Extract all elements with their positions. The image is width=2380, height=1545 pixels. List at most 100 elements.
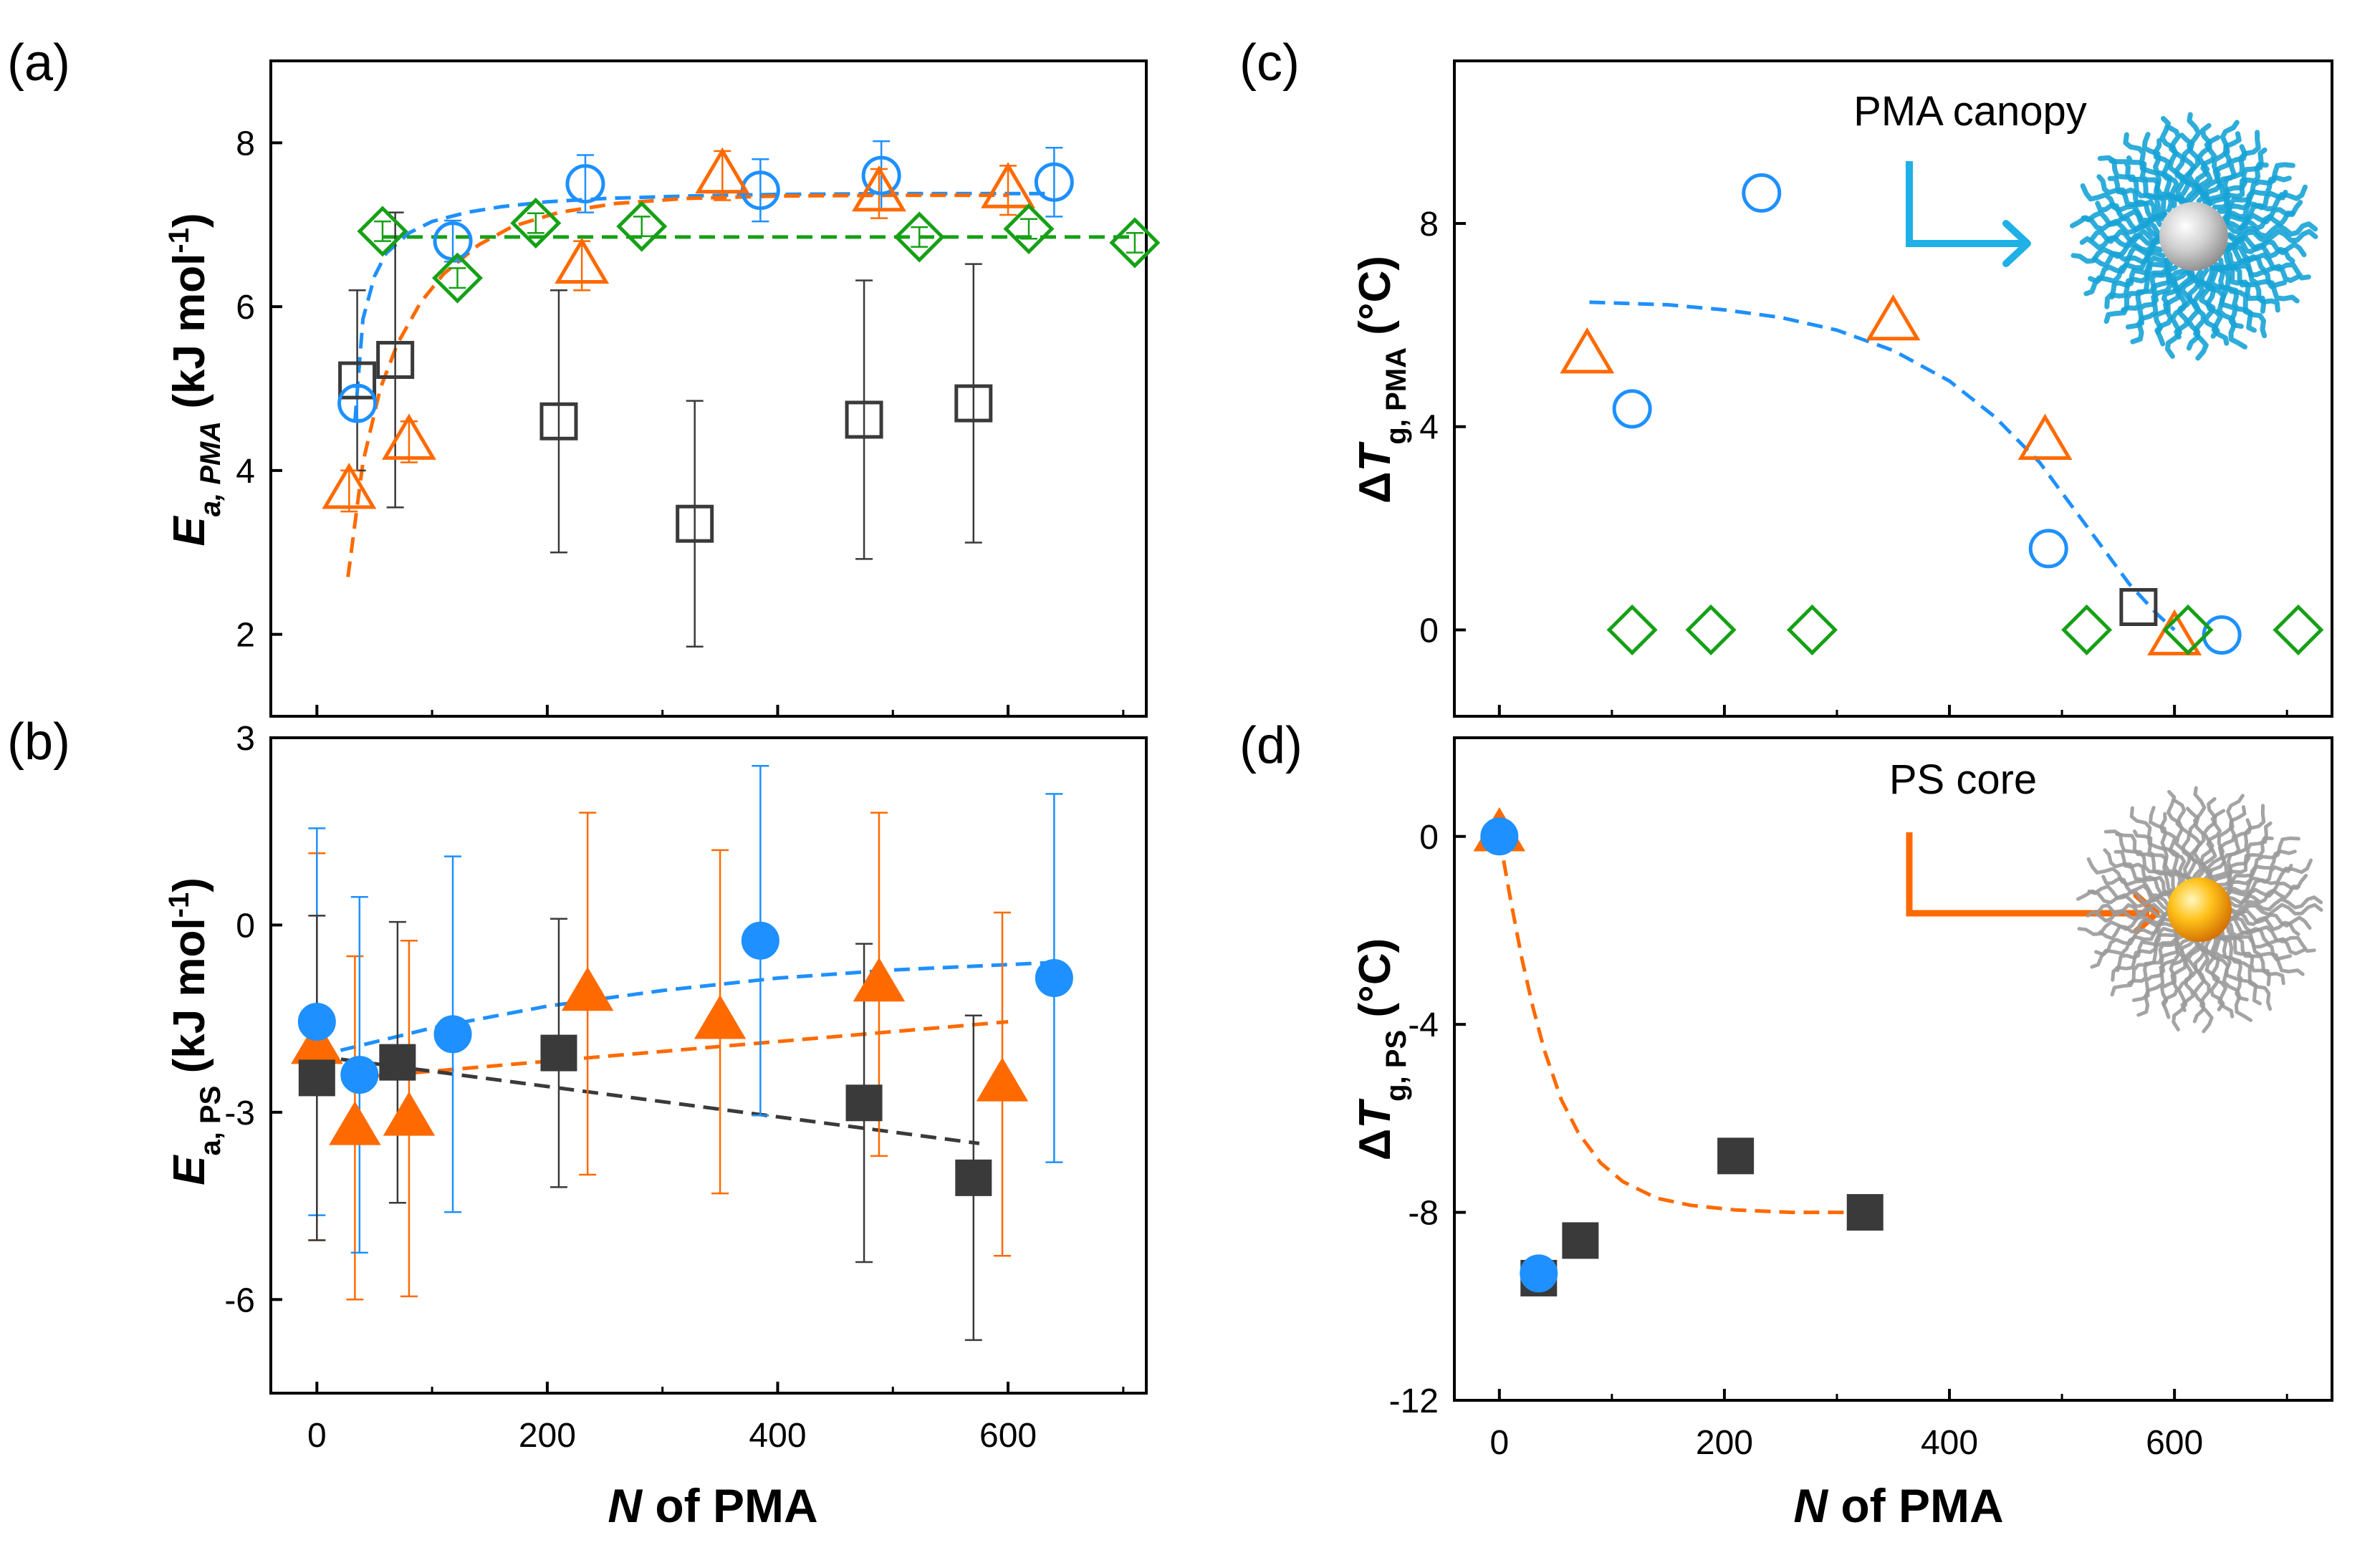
polymer-strand bbox=[2097, 155, 2168, 218]
panel-b-ylabel-sub: a, PS bbox=[195, 1086, 226, 1156]
panel-d-ytick-label: -8 bbox=[1408, 1195, 1439, 1233]
polymer-strand bbox=[2203, 131, 2242, 207]
panel-b-markers bbox=[291, 764, 1073, 1342]
panel-a-point-circle bbox=[1034, 162, 1074, 202]
polymer-strand bbox=[2111, 928, 2179, 982]
polymer-strand bbox=[2202, 120, 2240, 207]
polymer-strand bbox=[2224, 243, 2311, 281]
panel-d-fit-lines bbox=[1497, 836, 1866, 1215]
panel-a-point-triangle bbox=[981, 162, 1036, 208]
panel-a-point-diamond bbox=[616, 201, 668, 252]
polymer-strand bbox=[2225, 849, 2297, 899]
panel-d-xlabel-rest: of PMA bbox=[1828, 1479, 2004, 1532]
polymer-strand bbox=[2194, 269, 2220, 339]
polymer-strand bbox=[2103, 848, 2178, 895]
panel-b-point-square bbox=[955, 1159, 992, 1196]
polymer-strand bbox=[2227, 903, 2323, 917]
panel-c-point-diamond bbox=[1685, 604, 1737, 655]
panel-d-point-circle bbox=[1480, 817, 1519, 856]
panel-a-ytick-label: 6 bbox=[236, 289, 255, 327]
polymer-strand bbox=[2070, 236, 2161, 264]
panel-a-ytick-label: 2 bbox=[236, 617, 255, 655]
panel-b-point-triangle bbox=[383, 1092, 436, 1136]
panel-d-xtick-label: 600 bbox=[2146, 1424, 2203, 1462]
polymer-strand bbox=[2086, 857, 2175, 897]
panel-a-ylabel-rest: (kJ mol bbox=[165, 254, 214, 421]
panel-a-ylabel-sub: a, PMA bbox=[195, 421, 226, 516]
polymer-strand bbox=[2141, 132, 2184, 206]
panel-b-fit-line-orange bbox=[317, 1020, 1009, 1083]
polymer-strand bbox=[2226, 236, 2307, 258]
polymer-strand bbox=[2096, 903, 2172, 917]
panel-a-point-triangle bbox=[322, 463, 377, 509]
panel-a-ylabel-main: E bbox=[165, 516, 214, 547]
polymer-strand bbox=[2107, 175, 2168, 220]
polymer-strand bbox=[2079, 233, 2161, 251]
panel-a-point-triangle bbox=[555, 237, 610, 284]
panel-a-axes: 2 4 6 8 bbox=[236, 59, 1148, 718]
panel-b-ylabel-rest: (kJ mol bbox=[165, 918, 214, 1085]
polymer-strand bbox=[2180, 937, 2201, 1012]
panel-d-xtick-label: 0 bbox=[1489, 1424, 1509, 1462]
panel-c-ylabel-pre: Δ bbox=[1350, 471, 1400, 504]
panel-a-point-square bbox=[338, 361, 377, 400]
panel-b-point-circle bbox=[1035, 959, 1073, 997]
polymer-strand bbox=[2125, 261, 2173, 329]
panel-b-ylabel-sup: -1 bbox=[163, 892, 195, 918]
polymer-strand bbox=[2123, 132, 2177, 209]
polymer-strand bbox=[2199, 937, 2225, 1011]
panel-c-point-diamond bbox=[1606, 604, 1658, 655]
panel-c-ytick-label: 4 bbox=[1419, 409, 1439, 447]
panel-a-point-triangle bbox=[381, 413, 436, 460]
panel-d-x-axis-title: N of PMA bbox=[1793, 1479, 2003, 1532]
panel-a-markers bbox=[322, 140, 1161, 648]
polymer-strand bbox=[2167, 125, 2192, 205]
polymer-strand bbox=[2212, 934, 2273, 1011]
panel-c-axes: 0 4 8 bbox=[1419, 59, 2333, 718]
panel-a-point-square bbox=[539, 402, 578, 441]
panel-b-point-circle bbox=[741, 921, 779, 960]
polymer-strand bbox=[2159, 812, 2194, 882]
panel-a-point-circle bbox=[861, 155, 901, 196]
polymer-strand bbox=[2174, 269, 2195, 340]
panel-a-ytick-label: 4 bbox=[236, 453, 255, 491]
panel-d-ylabel-pre: Δ bbox=[1350, 1129, 1400, 1161]
panel-c-fit-line-blue bbox=[1589, 300, 2176, 632]
polymer-strand bbox=[2096, 174, 2168, 221]
panel-d-point-square bbox=[1717, 1137, 1755, 1175]
panel-c-frame bbox=[1453, 59, 2333, 718]
panel-b-x-axis-title: N of PMA bbox=[608, 1479, 817, 1532]
polymer-strand bbox=[2225, 915, 2316, 953]
panel-a-frame bbox=[269, 59, 1148, 718]
polymer-strand bbox=[2165, 269, 2193, 359]
polymer-strand bbox=[2127, 927, 2179, 986]
polymer-strand bbox=[2223, 175, 2292, 223]
panel-b-fit-line-blue bbox=[316, 961, 1055, 1058]
pma-brush-illustration bbox=[2070, 112, 2318, 361]
panel-c-point-triangle bbox=[2017, 413, 2073, 460]
polymer-strand bbox=[2131, 930, 2182, 1002]
panel-d-fit-line-orange bbox=[1497, 836, 1866, 1215]
panel-b-fit-lines bbox=[316, 961, 1055, 1145]
panel-c-point-circle bbox=[1612, 389, 1652, 429]
panel-b-point-triangle bbox=[561, 966, 614, 1011]
panel-b-ytick-label: -6 bbox=[224, 1281, 255, 1319]
panel-b: (b) 0 200 400 600 -6 -3 0 3 Ea, PS (kJ mol-1) N… bbox=[7, 713, 1148, 1532]
panel-b-axes: 0 200 400 600 -6 -3 0 3 bbox=[224, 720, 1148, 1455]
polymer-strand bbox=[2103, 829, 2177, 894]
panel-d-ylabel-sub: g, PS bbox=[1381, 1030, 1412, 1102]
polymer-strand bbox=[2159, 115, 2189, 204]
panel-a-ylabel-end: ) bbox=[165, 213, 214, 228]
polymer-strand bbox=[2224, 836, 2300, 897]
polymer-strand bbox=[2113, 849, 2177, 896]
panel-a-point-diamond bbox=[893, 211, 945, 263]
panel-d-ylabel-main: T bbox=[1350, 1098, 1400, 1129]
panel-d-markers bbox=[1473, 807, 1884, 1296]
panel-c-ytick-label: 0 bbox=[1419, 612, 1439, 650]
polymer-strand bbox=[2225, 863, 2293, 900]
panel-b-point-square bbox=[379, 1044, 416, 1081]
polymer-strand bbox=[2223, 184, 2308, 223]
polymer-strand bbox=[2080, 183, 2165, 223]
pma-canopy-annotation: PMA canopy bbox=[1853, 88, 2318, 361]
panel-a-label: (a) bbox=[7, 34, 70, 92]
